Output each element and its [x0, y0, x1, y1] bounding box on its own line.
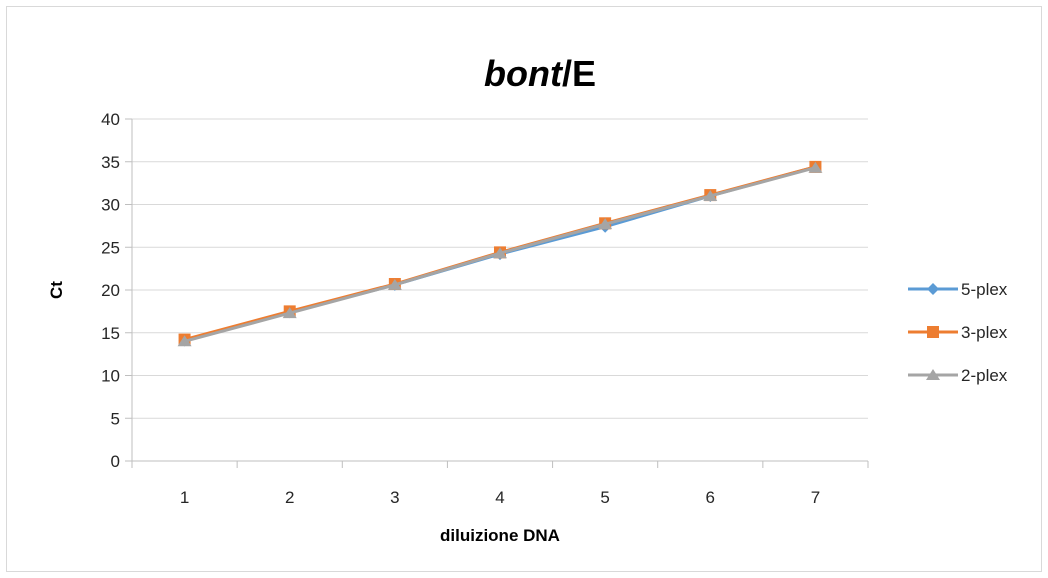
y-tick-label: 40	[101, 110, 120, 129]
series-2-plex	[177, 161, 823, 347]
y-tick-label: 15	[101, 324, 120, 343]
chart-title-italic: bont	[484, 53, 564, 94]
y-tick-label: 20	[101, 281, 120, 300]
legend-entry: 5-plex	[908, 280, 1008, 299]
chart-title-rest: /E	[562, 53, 596, 94]
data-point	[703, 189, 718, 201]
axes	[131, 119, 869, 468]
y-axis-title: Ct	[47, 281, 66, 299]
legend-marker	[926, 369, 940, 380]
series-group	[177, 160, 823, 347]
y-tick-label: 5	[111, 409, 120, 428]
legend-marker	[927, 326, 939, 338]
data-point	[282, 307, 297, 319]
y-tick-label: 35	[101, 153, 120, 172]
chart-frame	[6, 6, 1042, 572]
x-tick-label: 6	[706, 488, 715, 507]
data-point	[808, 161, 823, 173]
chart-title: bont/E	[484, 53, 596, 94]
data-point	[387, 278, 402, 290]
legend-entry: 2-plex	[908, 366, 1008, 385]
data-point	[598, 218, 613, 230]
x-tick-label: 7	[811, 488, 820, 507]
x-tick-label: 2	[285, 488, 294, 507]
gridlines	[125, 118, 868, 462]
y-tick-label: 10	[101, 367, 120, 386]
x-tick-label: 4	[495, 488, 504, 507]
y-tick-label: 25	[101, 238, 120, 257]
legend-label: 2-plex	[961, 366, 1008, 385]
data-point	[493, 247, 507, 259]
y-tick-labels: 0 5 10 15 20 25 30 35 40	[101, 110, 120, 471]
x-tick-label: 1	[180, 488, 189, 507]
data-point	[177, 335, 192, 347]
legend-label: 5-plex	[961, 280, 1008, 299]
y-tick-label: 30	[101, 196, 120, 215]
legend-label: 3-plex	[961, 323, 1008, 342]
legend-marker	[927, 283, 939, 295]
x-tick-label: 3	[390, 488, 399, 507]
x-axis-title: diluizione DNA	[440, 526, 560, 545]
legend: 5-plex 3-plex 2-plex	[908, 280, 1008, 385]
y-tick-label: 0	[111, 452, 120, 471]
legend-entry: 3-plex	[908, 323, 1008, 342]
x-tick-labels: 1 2 3 4 5 6 7	[180, 488, 820, 507]
x-tick-label: 5	[600, 488, 609, 507]
